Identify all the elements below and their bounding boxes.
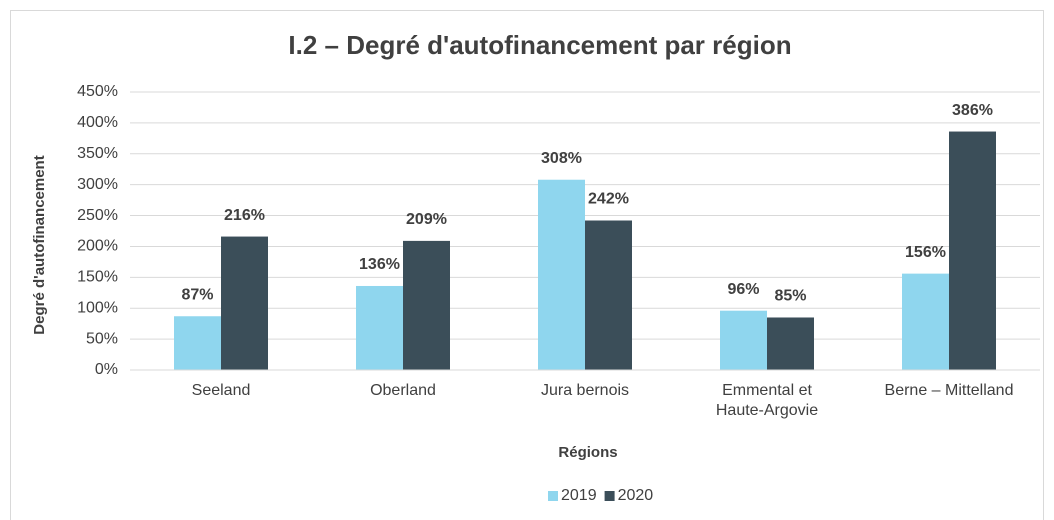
y-tick-label: 250% [77,207,118,224]
x-tick-label: Seeland [192,382,251,399]
chart-title: I.2 – Degré d'autofinancement par région [288,30,791,60]
x-tick-label: Emmental et Haute-Argovie [716,382,818,419]
y-tick-label: 200% [77,238,118,255]
data-label: 156% [905,244,946,261]
bar [174,316,221,370]
bar [221,236,268,370]
legend-label: 2019 [561,487,597,504]
y-tick-label: 150% [77,269,118,286]
x-tick-label: Berne – Mittelland [885,382,1014,399]
data-label: 386% [952,102,993,119]
legend-swatch [548,491,558,501]
bar [403,240,450,370]
legend-swatch [604,491,615,501]
x-tick-label: Oberland [370,382,436,399]
y-tick-label: 100% [77,299,118,316]
bar [585,220,632,370]
data-label: 96% [727,281,759,298]
bar [720,310,767,370]
y-tick-label: 450% [77,83,118,100]
data-label: 87% [181,286,213,303]
y-tick-label: 350% [77,145,118,162]
bar [767,317,814,370]
y-tick-label: 50% [86,330,118,347]
y-tick-label: 0% [95,361,118,378]
y-tick-label: 400% [77,114,118,131]
x-axis-label: Régions [558,444,617,461]
bar [949,131,996,370]
data-label: 216% [224,207,265,224]
data-label: 242% [588,191,629,208]
data-label: 136% [359,256,400,273]
legend-label: 2020 [618,487,654,504]
bar [538,179,585,370]
bar [902,273,949,370]
data-label: 85% [774,288,806,305]
chart-frame [10,10,1044,520]
data-label: 308% [541,150,582,167]
y-axis-label: Degré d'autofinancement [31,155,48,334]
y-tick-label: 300% [77,176,118,193]
data-label: 209% [406,211,447,228]
x-tick-label: Jura bernois [541,382,629,399]
bar [356,285,403,370]
